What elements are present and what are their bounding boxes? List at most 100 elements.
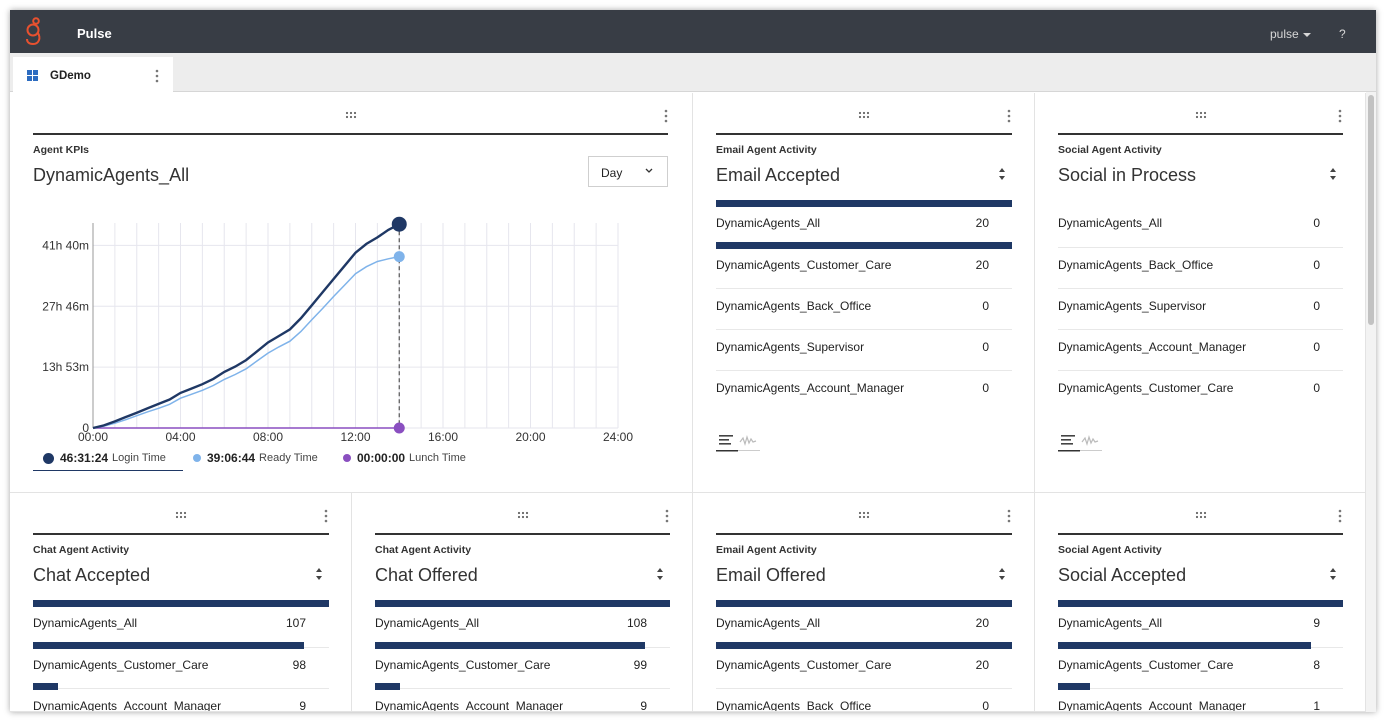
- metric-value: 0: [982, 299, 989, 313]
- legend-item[interactable]: 00:00:00 Lunch Time: [343, 451, 466, 471]
- list-item[interactable]: DynamicAgents_All 9: [1058, 600, 1343, 647]
- agent-kpis-widget: Agent KPIs DynamicAgents_All Day 0 13h 53…: [10, 93, 693, 493]
- list-item[interactable]: DynamicAgents_Customer_Care 0: [1058, 370, 1343, 411]
- drag-handle-icon[interactable]: [345, 111, 357, 119]
- agent-group-name: DynamicAgents_Account_Manager: [1058, 340, 1247, 354]
- agent-group-name: DynamicAgents_Account_Manager: [33, 699, 222, 712]
- drag-handle-icon[interactable]: [858, 111, 870, 119]
- value-bar: [716, 200, 1012, 207]
- sort-icon[interactable]: [656, 567, 664, 581]
- value-bar: [33, 642, 305, 649]
- list-item[interactable]: DynamicAgents_Supervisor 0: [716, 329, 1012, 370]
- genesys-logo[interactable]: [23, 17, 45, 47]
- list-item[interactable]: DynamicAgents_Customer_Care 20: [716, 242, 1012, 288]
- widget-menu-icon[interactable]: [1007, 109, 1011, 123]
- agent-group-name: DynamicAgents_All: [1058, 616, 1163, 630]
- widget-title: Chat Agent Activity: [33, 533, 329, 556]
- metric-name: Social in Process: [1058, 165, 1197, 185]
- list-item[interactable]: DynamicAgents_Account_Manager 9: [33, 683, 329, 712]
- metric-value: 107: [285, 616, 306, 630]
- legend-item[interactable]: 46:31:24 Login Time: [33, 451, 183, 471]
- widget-menu-icon[interactable]: [1338, 109, 1342, 123]
- bar-list-widget: Social Agent Activity Social Accepted Dyna…: [1035, 493, 1366, 712]
- agent-group-name: DynamicAgents_Customer_Care: [1058, 381, 1234, 395]
- metric-value: 9: [299, 699, 306, 712]
- agent-group-name: DynamicAgents_All: [716, 216, 821, 230]
- x-tick-label: 08:00: [253, 430, 283, 444]
- agent-group-name: DynamicAgents_All: [716, 616, 821, 630]
- metric-value: 20: [975, 658, 989, 672]
- period-value: Day: [601, 166, 623, 180]
- metric-value: 0: [982, 381, 989, 395]
- list-item[interactable]: DynamicAgents_Account_Manager 0: [716, 370, 1012, 411]
- sort-icon[interactable]: [998, 567, 1006, 581]
- list-item[interactable]: DynamicAgents_All 107: [33, 600, 329, 647]
- list-item[interactable]: DynamicAgents_Account_Manager 9: [375, 683, 670, 711]
- list-item[interactable]: DynamicAgents_Supervisor 0: [1058, 288, 1343, 329]
- list-item[interactable]: DynamicAgents_Customer_Care 99: [375, 642, 670, 688]
- metric-value: 0: [982, 340, 989, 354]
- list-item[interactable]: DynamicAgents_Customer_Care 98: [33, 642, 329, 688]
- metric-value: 0: [982, 699, 989, 712]
- series-end-point[interactable]: [393, 422, 405, 434]
- legend-value: 46:31:24: [60, 451, 109, 465]
- list-item[interactable]: DynamicAgents_Account_Manager 1: [1058, 683, 1343, 711]
- widget-menu-icon[interactable]: [665, 509, 669, 523]
- list-item[interactable]: DynamicAgents_All 20: [716, 600, 1012, 647]
- list-item[interactable]: DynamicAgents_Back_Office 0: [716, 688, 1012, 712]
- drag-handle-icon[interactable]: [1195, 511, 1207, 519]
- list-item[interactable]: DynamicAgents_All 0: [1058, 206, 1343, 247]
- list-item[interactable]: DynamicAgents_Back_Office 0: [716, 288, 1012, 329]
- series-end-point[interactable]: [391, 216, 407, 232]
- list-item[interactable]: DynamicAgents_Back_Office 0: [1058, 247, 1343, 288]
- sort-icon[interactable]: [1329, 167, 1337, 181]
- drag-handle-icon[interactable]: [175, 511, 187, 519]
- y-tick-label: 41h 40m: [42, 238, 89, 252]
- agent-group-name: DynamicAgents_Customer_Care: [1058, 658, 1234, 672]
- value-bar: [375, 600, 670, 607]
- series-end-point[interactable]: [393, 251, 405, 263]
- list-item[interactable]: DynamicAgents_Account_Manager 0: [1058, 329, 1343, 370]
- metric-value: 8: [1313, 658, 1320, 672]
- tab-menu-icon[interactable]: [155, 69, 159, 83]
- drag-handle-icon[interactable]: [858, 511, 870, 519]
- period-select[interactable]: Day: [588, 156, 668, 187]
- list-item[interactable]: DynamicAgents_Customer_Care 20: [716, 642, 1012, 688]
- app-window: Pulse pulse ? GDemo Agent KPIs DynamicAg…: [10, 10, 1376, 712]
- user-menu[interactable]: pulse: [1270, 27, 1311, 41]
- agent-group-list: DynamicAgents_All 20 DynamicAgents_Custome…: [716, 200, 1012, 411]
- metric-name: Social Accepted: [1058, 565, 1187, 585]
- sort-icon[interactable]: [315, 567, 323, 581]
- metric-value: 20: [975, 258, 989, 272]
- view-toggle[interactable]: [1058, 432, 1102, 452]
- legend-value: 39:06:44: [207, 451, 256, 465]
- widget-title: Agent KPIs: [33, 133, 668, 156]
- widget-title: Social Agent Activity: [1058, 133, 1343, 156]
- tab-gdemo[interactable]: GDemo: [13, 57, 173, 92]
- widget-menu-icon[interactable]: [1338, 509, 1342, 523]
- drag-handle-icon[interactable]: [517, 511, 529, 519]
- sort-icon[interactable]: [1329, 567, 1337, 581]
- legend-item[interactable]: 39:06:44 Ready Time: [193, 451, 318, 471]
- list-item[interactable]: DynamicAgents_Customer_Care 8: [1058, 642, 1343, 688]
- legend-dot-icon: [343, 454, 351, 462]
- drag-handle-icon[interactable]: [1195, 111, 1207, 119]
- list-item[interactable]: DynamicAgents_All 20: [716, 200, 1012, 247]
- view-toggle[interactable]: [716, 432, 760, 452]
- agent-group-name: DynamicAgents_Back_Office: [1058, 258, 1214, 272]
- help-button[interactable]: ?: [1339, 27, 1346, 41]
- widget-menu-icon[interactable]: [324, 509, 328, 523]
- y-tick-label: 13h 53m: [42, 360, 89, 374]
- scrollbar-thumb[interactable]: [1368, 95, 1374, 325]
- sort-icon[interactable]: [998, 167, 1006, 181]
- list-item[interactable]: DynamicAgents_All 108: [375, 600, 670, 647]
- widget-menu-icon[interactable]: [664, 109, 668, 123]
- bar-list-widget: Email Agent Activity Email Accepted Dynami…: [693, 93, 1035, 493]
- agent-group-name: DynamicAgents_Customer_Care: [716, 258, 892, 272]
- value-bar: [375, 683, 400, 690]
- widget-menu-icon[interactable]: [1007, 509, 1011, 523]
- metric-name: Chat Accepted: [33, 565, 151, 585]
- scrollbar-track[interactable]: [1366, 92, 1376, 712]
- widget-title: Email Agent Activity: [716, 133, 1012, 156]
- bar-list-widget: Email Agent Activity Email Offered Dynamic…: [693, 493, 1035, 712]
